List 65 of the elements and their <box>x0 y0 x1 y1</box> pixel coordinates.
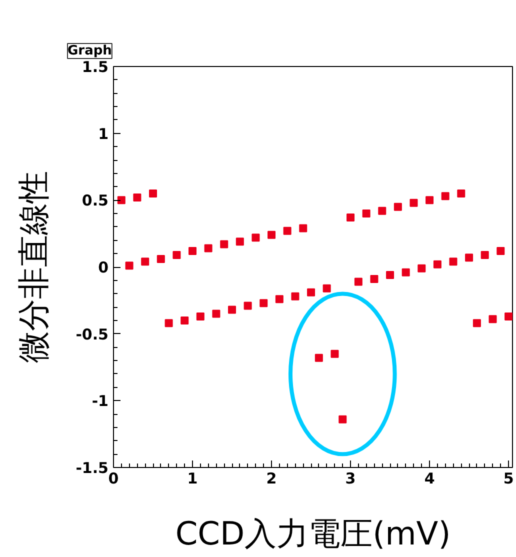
x-tick-label: 1 <box>187 470 198 488</box>
y-tick-label: 0.5 <box>82 192 109 210</box>
point <box>410 198 418 207</box>
point <box>314 354 323 362</box>
point <box>441 192 450 200</box>
point <box>275 295 284 304</box>
point <box>457 189 466 198</box>
chart-title: Graph <box>68 44 112 58</box>
point <box>188 246 197 255</box>
point <box>196 312 204 320</box>
y-axis-title: 微分非直線性 <box>14 171 53 363</box>
point <box>228 306 236 314</box>
point <box>260 299 268 308</box>
point <box>394 202 402 211</box>
x-axis-title: CCD入力電圧(mV) <box>175 514 451 552</box>
point <box>149 189 158 198</box>
point <box>433 260 442 268</box>
point <box>362 210 370 218</box>
y-tick-label: 1.5 <box>82 58 109 76</box>
point <box>164 319 173 328</box>
point <box>212 310 220 318</box>
point <box>370 275 378 284</box>
point <box>307 288 316 296</box>
point <box>346 214 355 222</box>
point <box>488 315 497 324</box>
point <box>291 292 300 300</box>
point <box>402 268 410 276</box>
point <box>252 234 260 242</box>
point <box>472 319 481 328</box>
point <box>156 254 165 263</box>
point <box>220 240 228 248</box>
point <box>354 278 362 286</box>
point <box>283 226 292 235</box>
point <box>172 250 181 259</box>
point <box>426 196 434 204</box>
x-tick-label: 4 <box>424 470 435 488</box>
point <box>465 254 474 262</box>
point <box>449 258 458 266</box>
point <box>330 350 339 358</box>
point <box>236 238 244 246</box>
point <box>180 316 189 324</box>
x-tick-label: 2 <box>266 470 277 488</box>
point <box>244 302 252 310</box>
point <box>386 271 394 280</box>
point <box>204 244 212 252</box>
y-tick-label: -0.5 <box>76 325 109 344</box>
point <box>480 250 489 259</box>
x-tick-label: 5 <box>503 470 514 488</box>
y-tick-label: 1 <box>98 124 108 143</box>
point <box>125 262 134 270</box>
point <box>378 206 386 215</box>
point <box>338 415 347 424</box>
y-tick-label: -1.5 <box>76 459 109 477</box>
x-tick-label: 3 <box>345 470 356 488</box>
point <box>496 246 505 255</box>
point <box>504 312 512 320</box>
point <box>418 264 426 272</box>
point <box>141 258 150 266</box>
point <box>268 230 276 239</box>
y-tick-label: 0 <box>98 258 108 276</box>
point <box>299 224 308 232</box>
point <box>117 196 126 204</box>
y-tick-label: -1 <box>92 392 109 410</box>
point <box>322 284 331 292</box>
point <box>133 193 142 202</box>
